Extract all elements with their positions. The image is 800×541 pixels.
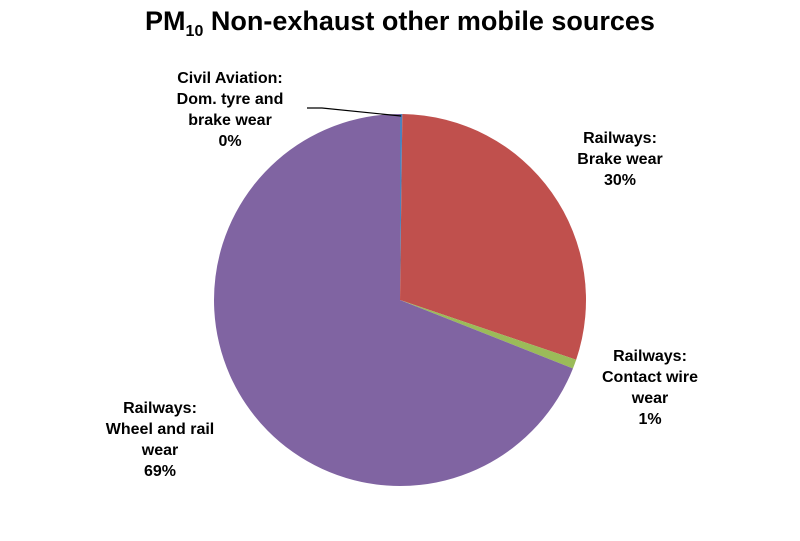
chart-title-prefix: PM xyxy=(145,6,186,36)
slice-percent-label: 0% xyxy=(218,133,242,150)
slice-label-line: Dom. tyre and xyxy=(176,91,284,108)
slice-label-line: Wheel and rail xyxy=(105,421,215,438)
slice-label-wheel-rail: Railways: Wheel and rail wear 69% xyxy=(85,398,235,482)
leader-line xyxy=(307,107,402,117)
slice-label-civil-aviation: Civil Aviation: Dom. tyre and brake wear… xyxy=(155,68,305,152)
slice-label-line: brake wear xyxy=(188,112,272,129)
pie-slice-contact-wire xyxy=(400,300,577,369)
slice-percent-label: 69% xyxy=(143,463,177,480)
slice-label-line: wear xyxy=(141,442,179,459)
slice-percent-label: 1% xyxy=(638,411,662,428)
slice-percent-label: 30% xyxy=(603,172,637,189)
chart-title-rest: Non-exhaust other mobile sources xyxy=(203,6,655,36)
slice-label-line: Railways: xyxy=(123,400,197,417)
slice-label-line: Contact wire xyxy=(601,369,698,386)
pie-slice-civil-aviation xyxy=(400,113,403,300)
slice-label-line: Civil Aviation: xyxy=(177,70,283,87)
pie-slice-wheel-rail xyxy=(214,114,573,486)
slice-label-line: wear xyxy=(631,390,669,407)
pie-slice-brake-wear xyxy=(400,114,587,360)
slice-label-line: Railways: xyxy=(583,130,657,147)
chart-title-subscript: 10 xyxy=(185,23,204,40)
slice-label-line: Railways: xyxy=(613,348,687,365)
chart-title: PM10 Non-exhaust other mobile sources xyxy=(0,6,800,41)
slice-label-contact-wire: Railways: Contact wire wear 1% xyxy=(580,346,720,430)
slice-label-brake-wear: Railways: Brake wear 30% xyxy=(555,128,685,191)
slice-label-line: Brake wear xyxy=(577,151,663,168)
